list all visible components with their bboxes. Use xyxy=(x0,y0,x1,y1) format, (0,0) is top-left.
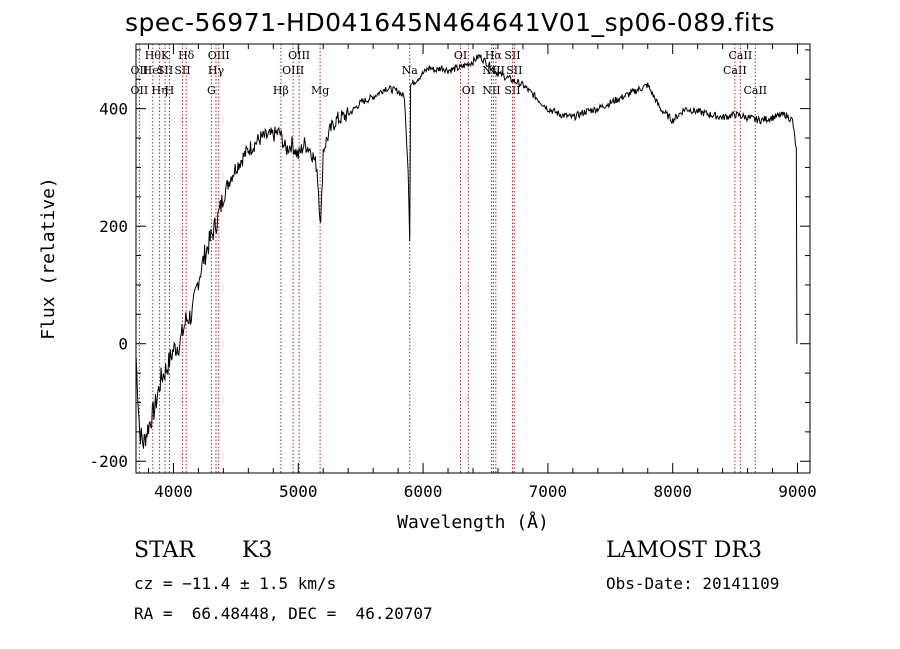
y-tick-label: 0 xyxy=(118,335,128,354)
y-tick-label: -200 xyxy=(89,452,128,471)
x-tick-label: 5000 xyxy=(279,482,318,501)
spectral-line-label: K xyxy=(161,49,170,62)
obs-date: Obs-Date: 20141109 xyxy=(606,574,780,593)
object-subclass: K3 xyxy=(242,538,273,563)
spectral-line-label: OI xyxy=(462,84,475,97)
spectral-line-label: OII xyxy=(131,64,149,77)
spectral-line-label: SII xyxy=(504,49,520,62)
redshift-cz: cz = −11.4 ± 1.5 km/s xyxy=(134,574,337,593)
spectrum-line xyxy=(135,54,798,449)
spectral-line-label: Hα xyxy=(485,49,503,62)
x-tick-label: 7000 xyxy=(529,482,568,501)
spectral-line-label: H xyxy=(165,84,175,97)
spectral-line-label: Na xyxy=(402,64,419,77)
x-tick-label: 8000 xyxy=(653,482,692,501)
spectral-line-label: HeI xyxy=(143,64,163,77)
survey-name: LAMOST DR3 xyxy=(606,538,762,563)
plot-frame xyxy=(135,43,811,474)
x-tick-label: 6000 xyxy=(404,482,443,501)
y-tick-label: 400 xyxy=(99,100,128,119)
spectral-line-label: OIII xyxy=(208,49,230,62)
spectral-line-label: Mg xyxy=(311,84,329,97)
spectral-line-label: Hη xyxy=(151,84,167,97)
spectral-line-label: CaII xyxy=(723,64,747,77)
spectral-line-label: SII xyxy=(174,64,190,77)
spectral-line-label: SII xyxy=(506,64,522,77)
x-tick-label: 4000 xyxy=(154,482,193,501)
spectral-line-label: Hδ xyxy=(178,49,195,62)
spectral-line-label: CaII xyxy=(743,84,767,97)
ra-dec: RA = 66.48448, DEC = 46.20707 xyxy=(134,604,433,623)
y-axis-label: Flux (relative) xyxy=(38,177,59,340)
spectral-line-label: SII xyxy=(157,64,173,77)
spectral-line-label: G xyxy=(207,84,216,97)
spectral-line-label: Hθ xyxy=(145,49,162,62)
spectral-line-label: Hβ xyxy=(273,84,289,97)
y-tick-label: 200 xyxy=(99,217,128,236)
object-class: STAR xyxy=(134,538,195,563)
spectral-line-label: CaII xyxy=(729,49,753,62)
x-axis-label: Wavelength (Å) xyxy=(397,511,549,533)
spectral-line-label: OI xyxy=(454,49,467,62)
spectral-line-label: OIII xyxy=(288,49,310,62)
spectral-line-label: SII xyxy=(504,84,520,97)
spectral-line-label: Hγ xyxy=(208,64,225,77)
spectral-line-label: OIII xyxy=(282,64,304,77)
spectral-line-label: NII xyxy=(482,84,500,97)
chart-title: spec-56971-HD041645N464641V01_sp06-089.f… xyxy=(124,8,776,37)
spectral-line-label: OII xyxy=(131,84,149,97)
x-tick-label: 9000 xyxy=(778,482,817,501)
